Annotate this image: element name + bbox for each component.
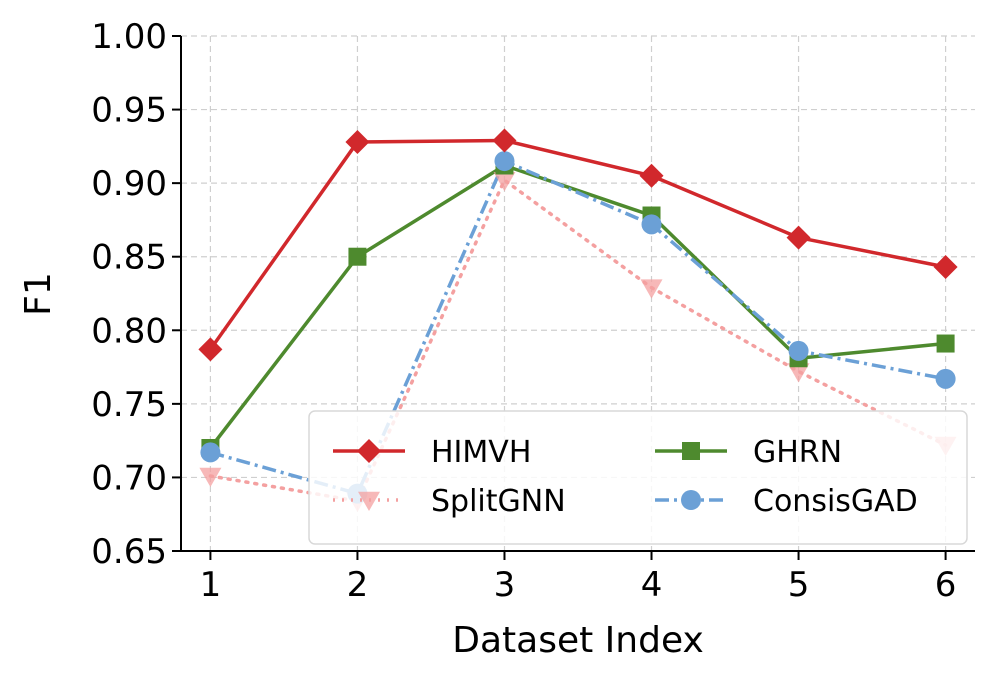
data-point-splitgnn (493, 171, 516, 192)
data-point-splitgnn (787, 363, 810, 383)
x-tick-label: 3 (494, 565, 516, 605)
data-point-splitgnn (640, 279, 663, 299)
y-tick-label: 0.65 (91, 532, 167, 572)
x-axis-title: Dataset Index (452, 620, 704, 661)
legend-label: ConsisGAD (753, 484, 918, 519)
legend: HIMVH GHRN SplitGNN ConsisGAD (308, 410, 968, 545)
legend-entry-himvh: HIMVH (333, 435, 531, 470)
data-point-himvh (933, 255, 958, 280)
data-point-himvh (345, 129, 370, 154)
series-line-ghrn (209, 163, 946, 450)
data-point-consisgad (935, 368, 956, 389)
legend-frame (308, 410, 968, 545)
legend-label: SplitGNN (431, 484, 566, 519)
legend-entry-splitgnn: SplitGNN (333, 484, 566, 519)
legend-label: HIMVH (431, 435, 531, 470)
data-point-himvh (198, 337, 223, 362)
data-point-splitgnn (199, 467, 222, 487)
legend-marker (681, 490, 701, 510)
x-tick-label: 1 (200, 565, 222, 605)
y-tick-label: 0.75 (91, 385, 167, 425)
legend-marker (358, 491, 380, 511)
data-point-himvh (639, 163, 664, 188)
y-axis-title: F1 (18, 272, 59, 316)
x-tick-label: 6 (935, 565, 957, 605)
x-tick-label: 2 (347, 565, 369, 605)
data-point-himvh (492, 128, 517, 153)
y-tick-label: 0.80 (91, 311, 167, 351)
legend-label: GHRN (753, 435, 842, 470)
x-tick-label: 5 (788, 565, 810, 605)
data-point-consisgad (641, 214, 662, 235)
y-tick-label: 1.00 (91, 17, 167, 57)
y-axis-ticks: 0.65 0.70 0.75 0.80 0.85 0.90 0.95 1.00 (91, 17, 181, 572)
y-tick-label: 0.95 (91, 91, 167, 131)
y-tick-label: 0.85 (91, 238, 167, 278)
series-line-himvh (208, 138, 946, 351)
data-point-ghrn (936, 334, 955, 353)
legend-marker (682, 442, 700, 460)
data-point-consisgad (494, 151, 515, 172)
data-point-himvh (786, 225, 811, 250)
legend-entry-ghrn: GHRN (655, 435, 842, 470)
legend-marker (357, 439, 381, 463)
data-point-consisgad (200, 442, 221, 463)
y-tick-label: 0.90 (91, 164, 167, 204)
data-point-ghrn (348, 247, 367, 266)
legend-entry-consisgad: ConsisGAD (655, 484, 918, 519)
y-tick-label: 0.70 (91, 458, 167, 498)
x-axis-ticks: 1 2 3 4 5 6 (200, 551, 957, 605)
data-point-consisgad (788, 340, 809, 361)
x-tick-label: 4 (641, 565, 663, 605)
